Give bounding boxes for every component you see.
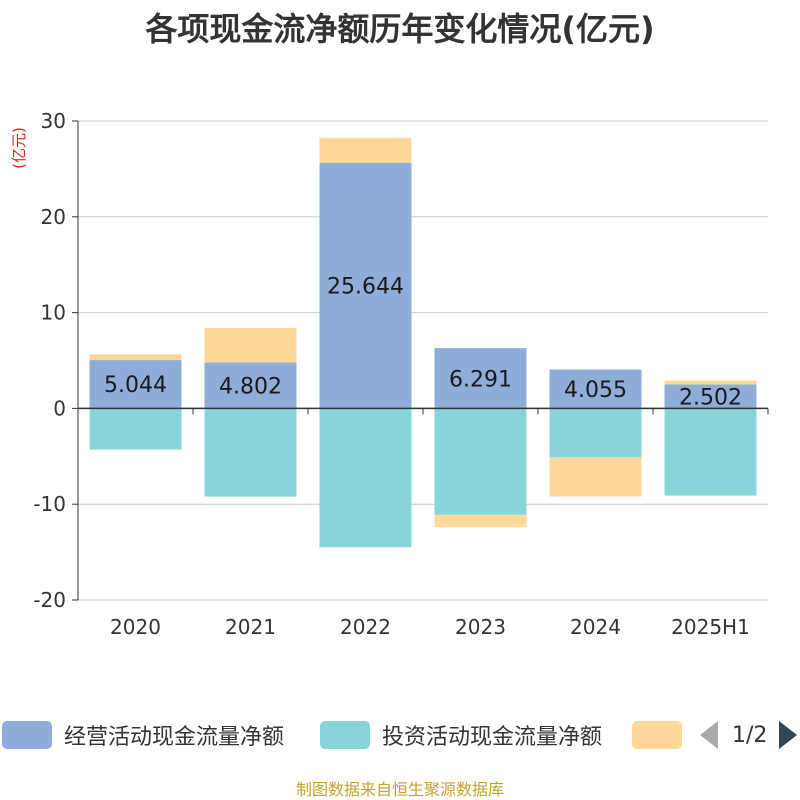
bar-series-1-2025H1[interactable] bbox=[664, 408, 757, 496]
legend-item-investing[interactable]: 投资活动现金流量净额 bbox=[320, 720, 602, 750]
x-tick-label: 2024 bbox=[570, 615, 621, 639]
y-tick-label: -20 bbox=[33, 588, 66, 612]
bars bbox=[89, 137, 757, 548]
legend-page-indicator: 1/2 bbox=[732, 722, 768, 748]
legend-item-operating[interactable]: 经营活动现金流量净额 bbox=[2, 720, 284, 750]
data-label-2020: 5.044 bbox=[104, 373, 167, 398]
bar-series-1-2023[interactable] bbox=[434, 408, 527, 515]
data-labels: 5.044 4.802 25.644 6.291 4.055 2.502 bbox=[104, 275, 742, 411]
bar-series-2-2023[interactable] bbox=[434, 514, 527, 528]
y-tick-label: 30 bbox=[41, 109, 66, 133]
source-note: 制图数据来自恒生聚源数据库 bbox=[295, 780, 504, 799]
bar-series-2-2021[interactable] bbox=[204, 327, 297, 363]
x-tick-label: 2020 bbox=[110, 615, 161, 639]
bar-series-0-2022[interactable] bbox=[319, 162, 412, 409]
y-axis-unit-label: (亿元) bbox=[10, 127, 28, 169]
legend-pager: 1/2 bbox=[700, 720, 798, 750]
y-tick-label: 20 bbox=[41, 205, 66, 229]
axes: -20 -10 0 10 20 30 2020 2021 2022 2023 2024 2025H1 bbox=[33, 109, 769, 639]
prev-page-icon[interactable] bbox=[700, 721, 718, 749]
bar-series-2-2024[interactable] bbox=[549, 457, 642, 497]
data-label-2025H1: 2.502 bbox=[679, 385, 742, 410]
x-tick-label: 2025H1 bbox=[671, 615, 750, 639]
legend-swatch-investing bbox=[320, 721, 370, 749]
legend: 经营活动现金流量净额 投资活动现金流量净额 1/2 bbox=[0, 712, 800, 756]
bar-series-0-2023[interactable] bbox=[434, 348, 527, 409]
bar-series-0-2021[interactable] bbox=[204, 362, 297, 409]
legend-item-third[interactable] bbox=[632, 720, 682, 750]
bar-series-1-2021[interactable] bbox=[204, 408, 297, 497]
legend-label-operating: 经营活动现金流量净额 bbox=[64, 725, 285, 750]
bar-series-1-2022[interactable] bbox=[319, 408, 412, 548]
data-label-2023: 6.291 bbox=[449, 367, 512, 392]
legend-label-investing: 投资活动现金流量净额 bbox=[382, 725, 603, 750]
legend-swatch-third bbox=[632, 721, 682, 749]
bar-series-1-2020[interactable] bbox=[89, 408, 182, 450]
x-tick-label: 2021 bbox=[225, 615, 276, 639]
data-label-2021: 4.802 bbox=[219, 374, 282, 399]
bar-series-2-2022[interactable] bbox=[319, 137, 412, 163]
bar-series-1-2024[interactable] bbox=[549, 408, 642, 458]
y-tick-label: 10 bbox=[41, 301, 66, 325]
x-tick-label: 2023 bbox=[455, 615, 506, 639]
bar-series-0-2020[interactable] bbox=[89, 360, 182, 409]
bar-series-2-2025H1[interactable] bbox=[664, 380, 757, 385]
legend-swatch-operating bbox=[2, 721, 52, 749]
x-tick-label: 2022 bbox=[340, 615, 391, 639]
y-tick-label: 0 bbox=[53, 396, 66, 420]
chart-title: 各项现金流净额历年变化情况(亿元) bbox=[145, 10, 655, 48]
bar-series-0-2025H1[interactable] bbox=[664, 384, 757, 409]
y-tick-label: -10 bbox=[33, 492, 66, 516]
bar-series-0-2024[interactable] bbox=[549, 369, 642, 409]
data-label-2024: 4.055 bbox=[564, 378, 627, 403]
next-page-icon[interactable] bbox=[779, 721, 798, 749]
data-label-2022: 25.644 bbox=[327, 275, 404, 300]
bar-series-2-2020[interactable] bbox=[89, 354, 182, 361]
